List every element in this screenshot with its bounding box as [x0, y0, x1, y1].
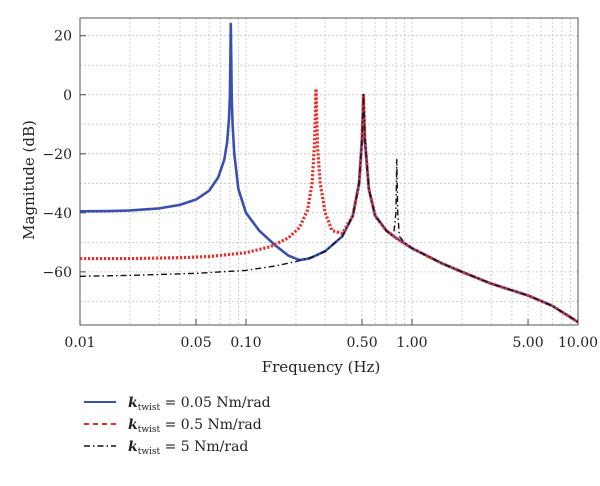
legend-label-2: ktwist = 0.5 Nm/rad [128, 417, 262, 435]
legend-subscript: twist [138, 425, 161, 435]
x-tick-label: 5.00 [512, 335, 543, 351]
series-line-2 [80, 87, 579, 324]
legend-subscript: twist [138, 403, 161, 413]
x-tick-label: 0.01 [64, 335, 95, 351]
x-tick-label: 0.50 [346, 335, 377, 351]
y-axis-label: Magnitude (dB) [20, 120, 38, 240]
y-tick-label: −20 [42, 147, 72, 163]
grid [79, 18, 578, 325]
legend-value: = 0.05 Nm/rad [160, 395, 271, 411]
x-tick-label: 0.10 [230, 335, 261, 351]
legend-label-3: ktwist = 5 Nm/rad [128, 439, 248, 457]
y-tick-label: 0 [63, 88, 72, 104]
series-line-3 [79, 94, 579, 323]
legend-subscript: twist [138, 447, 161, 457]
series-lines [79, 22, 579, 324]
x-tick-label: 10.00 [558, 335, 598, 351]
y-tick-label: −40 [42, 206, 72, 222]
x-tick-label: 0.05 [180, 335, 211, 351]
y-tick-label: 20 [54, 29, 72, 45]
x-tick-label: 1.00 [396, 335, 427, 351]
y-tick-label: −60 [42, 265, 72, 281]
y-tick-labels: 20 0 −20 −40 −60 [42, 29, 72, 281]
plot-frame [79, 17, 579, 326]
legend-label-1: ktwist = 0.05 Nm/rad [128, 395, 271, 413]
tick-marks [79, 35, 579, 325]
legend-symbol: k [128, 439, 138, 455]
legend-symbol: k [128, 395, 138, 411]
legend-value: = 0.5 Nm/rad [160, 417, 262, 433]
legend-value: = 5 Nm/rad [160, 439, 248, 455]
legend-symbol: k [128, 417, 138, 433]
x-axis-label: Frequency (Hz) [262, 358, 381, 376]
x-tick-labels: 0.01 0.05 0.10 0.50 1.00 5.00 10.00 [64, 335, 598, 351]
series-line-1 [79, 22, 579, 324]
